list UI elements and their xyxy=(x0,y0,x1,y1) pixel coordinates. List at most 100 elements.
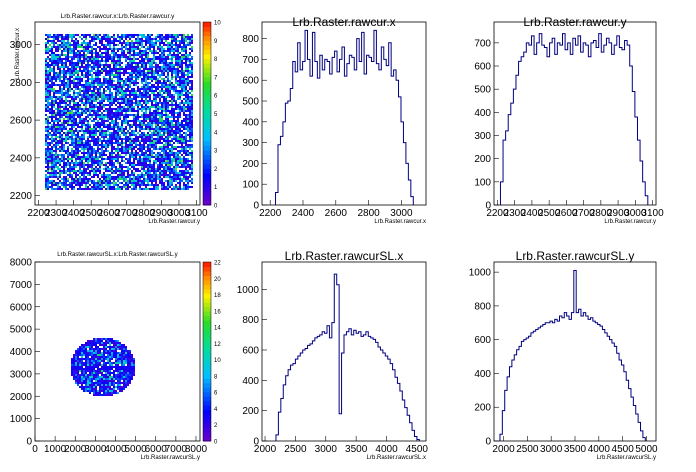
heatmap-cell xyxy=(61,158,63,160)
heatmap-cell xyxy=(137,52,139,54)
heatmap-cell xyxy=(53,134,55,136)
heatmap-cell xyxy=(167,74,169,76)
heatmap-cell xyxy=(139,180,141,182)
heatmap-cell xyxy=(173,96,175,98)
heatmap-cell xyxy=(147,78,149,80)
heatmap-cell xyxy=(91,102,93,104)
heatmap-cell xyxy=(73,152,75,154)
heatmap-cell xyxy=(163,174,165,176)
heatmap-cell xyxy=(159,48,161,50)
heatmap-cell xyxy=(79,180,81,182)
heatmap-cell xyxy=(169,178,171,180)
heatmap-cell xyxy=(107,96,109,98)
heatmap-cell xyxy=(87,90,89,92)
heatmap-cell xyxy=(87,76,89,78)
heatmap-cell xyxy=(71,182,73,184)
heatmap-cell xyxy=(147,100,149,102)
heatmap-cell xyxy=(177,90,179,92)
heatmap-cell xyxy=(75,128,77,130)
heatmap-cell xyxy=(123,36,125,38)
zscale-cell xyxy=(203,262,211,267)
heatmap-cell xyxy=(163,122,165,124)
heatmap-cell xyxy=(83,66,85,68)
heatmap-cell xyxy=(69,64,71,66)
heatmap-cell xyxy=(161,134,163,136)
heatmap-cell xyxy=(59,150,61,152)
heatmap-cell xyxy=(141,128,143,130)
heatmap-cell xyxy=(125,136,127,138)
heatmap-cell xyxy=(157,66,159,68)
heatmap-cell xyxy=(87,146,89,148)
heatmap-cell xyxy=(47,70,49,72)
heatmap-cell xyxy=(137,118,139,120)
heatmap-cell xyxy=(119,68,121,70)
heatmap-cell xyxy=(135,96,137,98)
heatmap-cell xyxy=(123,50,125,52)
heatmap-cell xyxy=(51,90,53,92)
heatmap-cell xyxy=(99,54,101,56)
heatmap-cell xyxy=(133,152,135,154)
heatmap-cell xyxy=(79,54,81,56)
heatmap-cell xyxy=(45,166,47,168)
heatmap-cell xyxy=(151,178,153,180)
heatmap-cell xyxy=(95,52,97,54)
heatmap-cell xyxy=(137,64,139,66)
heatmap-cell xyxy=(169,170,171,172)
heatmap-cell xyxy=(75,362,77,364)
heatmap-cell xyxy=(167,148,169,150)
heatmap-cell xyxy=(57,48,59,50)
heatmap-cell xyxy=(143,74,145,76)
heatmap-cell xyxy=(81,384,83,386)
heatmap-cell xyxy=(187,110,189,112)
heatmap-cell xyxy=(147,56,149,58)
heatmap-cell xyxy=(173,130,175,132)
heatmap-cell xyxy=(165,112,167,114)
heatmap-cell xyxy=(101,176,103,178)
heatmap-cell xyxy=(155,104,157,106)
heatmap-cell xyxy=(177,172,179,174)
heatmap-cell xyxy=(55,146,57,148)
heatmap-cell xyxy=(157,154,159,156)
x-tick-label: 4000 xyxy=(104,444,127,455)
heatmap-cell xyxy=(127,116,129,118)
heatmap-cell xyxy=(165,124,167,126)
heatmap-cell xyxy=(97,170,99,172)
heatmap-cell xyxy=(67,68,69,70)
heatmap-cell xyxy=(131,88,133,90)
heatmap-cell xyxy=(141,106,143,108)
heatmap-cell xyxy=(191,128,193,130)
heatmap-cell xyxy=(143,174,145,176)
heatmap-cell xyxy=(129,104,131,106)
heatmap-cell xyxy=(99,124,101,126)
heatmap-cell xyxy=(183,136,185,138)
heatmap-cell xyxy=(97,156,99,158)
heatmap-cell xyxy=(45,148,47,150)
heatmap-cell xyxy=(165,80,167,82)
heatmap-cell xyxy=(81,126,83,128)
heatmap-cell xyxy=(143,156,145,158)
heatmap-cell xyxy=(161,50,163,52)
heatmap-cell xyxy=(185,122,187,124)
heatmap-cell xyxy=(77,122,79,124)
heatmap-cell xyxy=(167,132,169,134)
heatmap-cell xyxy=(171,170,173,172)
heatmap-cell xyxy=(73,118,75,120)
heatmap-cell xyxy=(127,120,129,122)
heatmap-cell xyxy=(149,168,151,170)
heatmap-cell xyxy=(65,176,67,178)
heatmap-cell xyxy=(145,102,147,104)
heatmap-cell xyxy=(149,124,151,126)
heatmap-cell xyxy=(103,110,105,112)
heatmap-cell xyxy=(185,128,187,130)
heatmap-cell xyxy=(77,52,79,54)
heatmap-cell xyxy=(49,152,51,154)
heatmap-cell xyxy=(191,164,193,166)
heatmap-cell xyxy=(153,74,155,76)
heatmap-cell xyxy=(121,98,123,100)
heatmap-cell xyxy=(71,48,73,50)
heatmap-cell xyxy=(51,150,53,152)
heatmap-cell xyxy=(79,370,81,372)
heatmap-cell xyxy=(161,102,163,104)
heatmap-cell xyxy=(99,72,101,74)
heatmap-cell xyxy=(117,110,119,112)
